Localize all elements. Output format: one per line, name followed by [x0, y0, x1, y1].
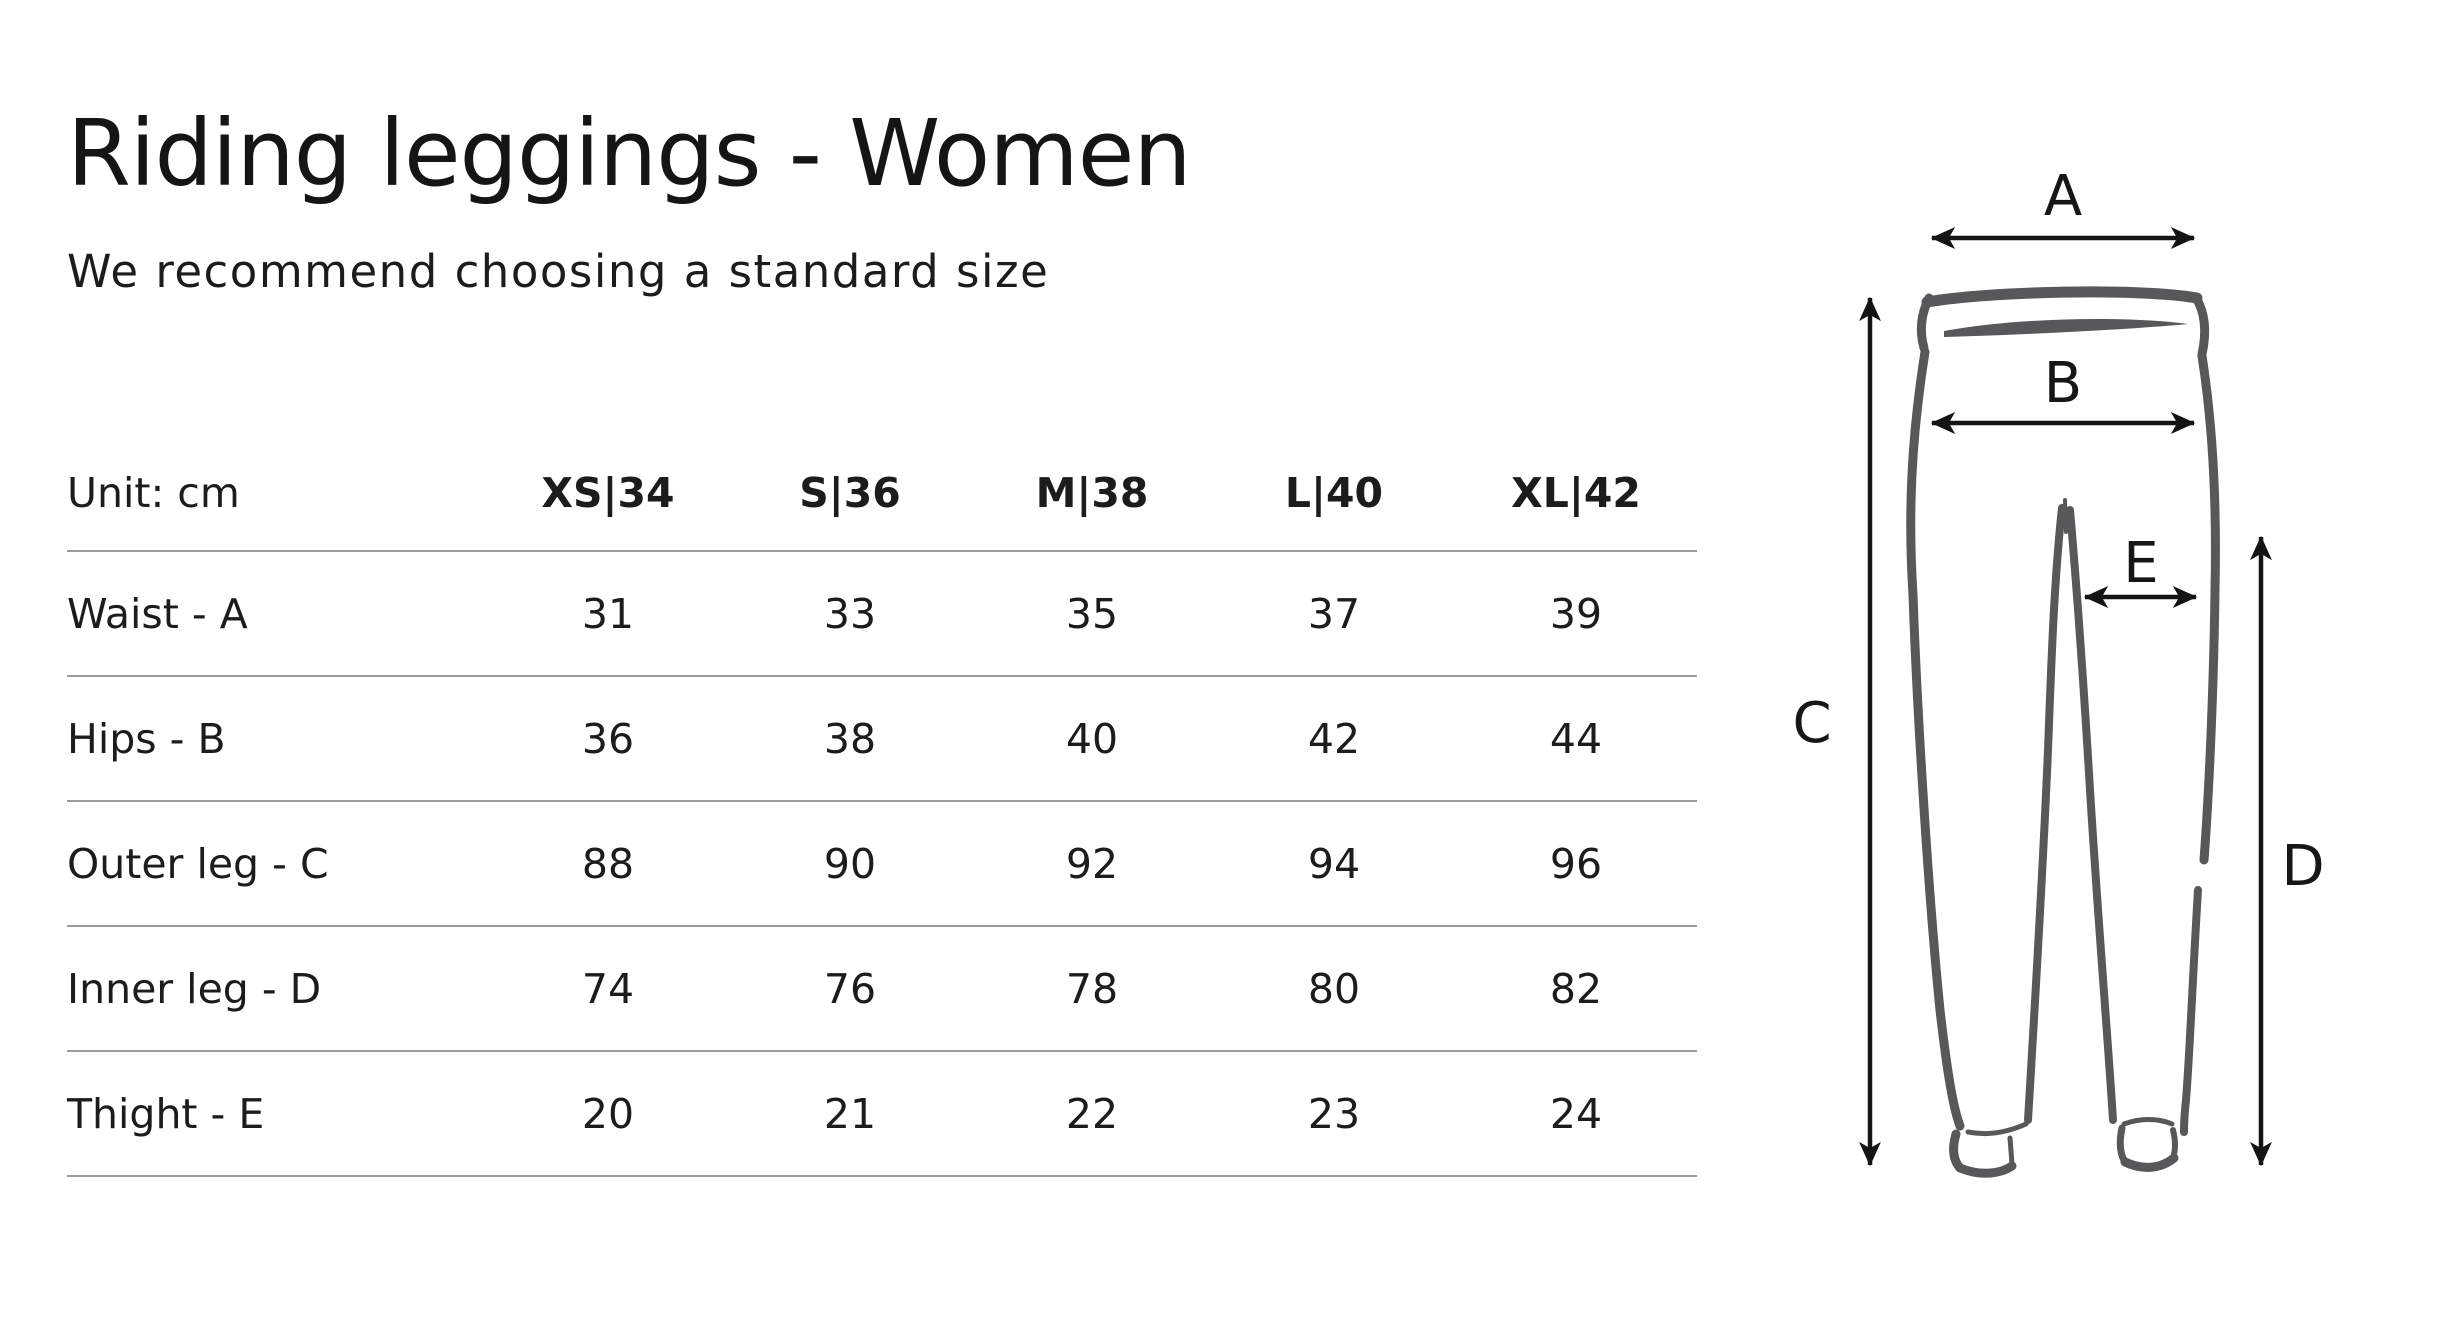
column-header-xl: XL|42: [1511, 469, 1641, 517]
column-header-l: L|40: [1284, 469, 1384, 517]
right-cuff-side: [2116, 1124, 2129, 1166]
column-header-xs: XS|34: [541, 469, 675, 517]
cell: 90: [823, 839, 877, 888]
right-outer-edge-lower: [2180, 886, 2202, 1136]
cell: 78: [1065, 964, 1119, 1013]
cell: 96: [1549, 839, 1603, 888]
row-label: Hips - B: [67, 714, 226, 763]
waistband-left-corner: [1916, 293, 1934, 353]
right-cuff-bottom: [2120, 1153, 2179, 1172]
left-ankle-seam: [1965, 1121, 2029, 1137]
column-header-m: M|38: [1035, 469, 1149, 517]
table-row-waist: Waist - A 31 33 35 37 39: [67, 551, 1697, 676]
cell: 94: [1307, 839, 1361, 888]
row-label: Waist - A: [67, 589, 248, 638]
inner-seam-left: [2024, 504, 2066, 1124]
waistband-right-corner: [2191, 293, 2210, 359]
cell: 82: [1549, 964, 1603, 1013]
size-table: Unit: cm XS|34 S|36 M|38 L|40 XL|42 Wais…: [67, 436, 1697, 1177]
cell: 33: [823, 589, 877, 638]
table-row-inner-leg: Inner leg - D 74 76 78 80 82: [67, 926, 1697, 1051]
row-label: Inner leg - D: [67, 964, 322, 1013]
dimension-label-e: E: [2123, 531, 2158, 596]
right-ankle-seam: [2121, 1117, 2175, 1127]
cell: 74: [581, 964, 635, 1013]
cell: 40: [1065, 714, 1119, 763]
cell: 35: [1065, 589, 1119, 638]
cell: 88: [581, 839, 635, 888]
dimension-arrows: [1859, 227, 2272, 1167]
cell: 76: [823, 964, 877, 1013]
dimension-label-d: D: [2281, 834, 2324, 899]
cell: 92: [1065, 839, 1119, 888]
cell: 37: [1307, 589, 1361, 638]
cell: 24: [1549, 1089, 1603, 1138]
right-outer-edge-upper: [2197, 351, 2220, 865]
column-header-s: S|36: [799, 469, 901, 517]
cell: 20: [581, 1089, 635, 1138]
table-row-outer-leg: Outer leg - C 88 90 92 94 96: [67, 801, 1697, 926]
table-row-hips: Hips - B 36 38 40 42 44: [67, 676, 1697, 801]
row-label: Outer leg - C: [67, 839, 329, 888]
table-header-row: Unit: cm XS|34 S|36 M|38 L|40 XL|42: [67, 436, 1697, 551]
unit-label: Unit: cm: [67, 469, 240, 517]
leggings-outline: [1906, 286, 2220, 1178]
left-outer-edge: [1906, 347, 1965, 1131]
waistband-seam: [1944, 318, 2188, 337]
cell: 80: [1307, 964, 1361, 1013]
cell: 36: [581, 714, 635, 763]
page-subtitle: We recommend choosing a standard size: [67, 245, 1050, 298]
cell: 44: [1549, 714, 1603, 763]
dimension-label-b: B: [2044, 351, 2082, 416]
crotch-tip: [2063, 498, 2068, 534]
cell: 39: [1549, 589, 1603, 638]
right-cuff-edge: [2170, 1127, 2178, 1161]
dimension-label-a: A: [2044, 164, 2082, 229]
dimension-label-c: C: [1792, 691, 1831, 756]
table-row-thight: Thight - E 20 21 22 23 24: [67, 1051, 1697, 1176]
cell: 21: [823, 1089, 877, 1138]
page-title: Riding leggings - Women: [67, 100, 1192, 207]
left-cuff-edge: [2007, 1135, 2015, 1167]
cell: 31: [581, 589, 635, 638]
row-label: Thight - E: [67, 1089, 265, 1138]
cell: 22: [1065, 1089, 1119, 1138]
left-cuff: [1949, 1129, 2017, 1178]
inner-seam-right: [2066, 506, 2117, 1124]
cell: 38: [823, 714, 877, 763]
leggings-measurement-diagram: A B E C D: [1792, 164, 2325, 1178]
waistband-top: [1921, 286, 2203, 308]
cell: 42: [1307, 714, 1361, 763]
cell: 23: [1307, 1089, 1361, 1138]
